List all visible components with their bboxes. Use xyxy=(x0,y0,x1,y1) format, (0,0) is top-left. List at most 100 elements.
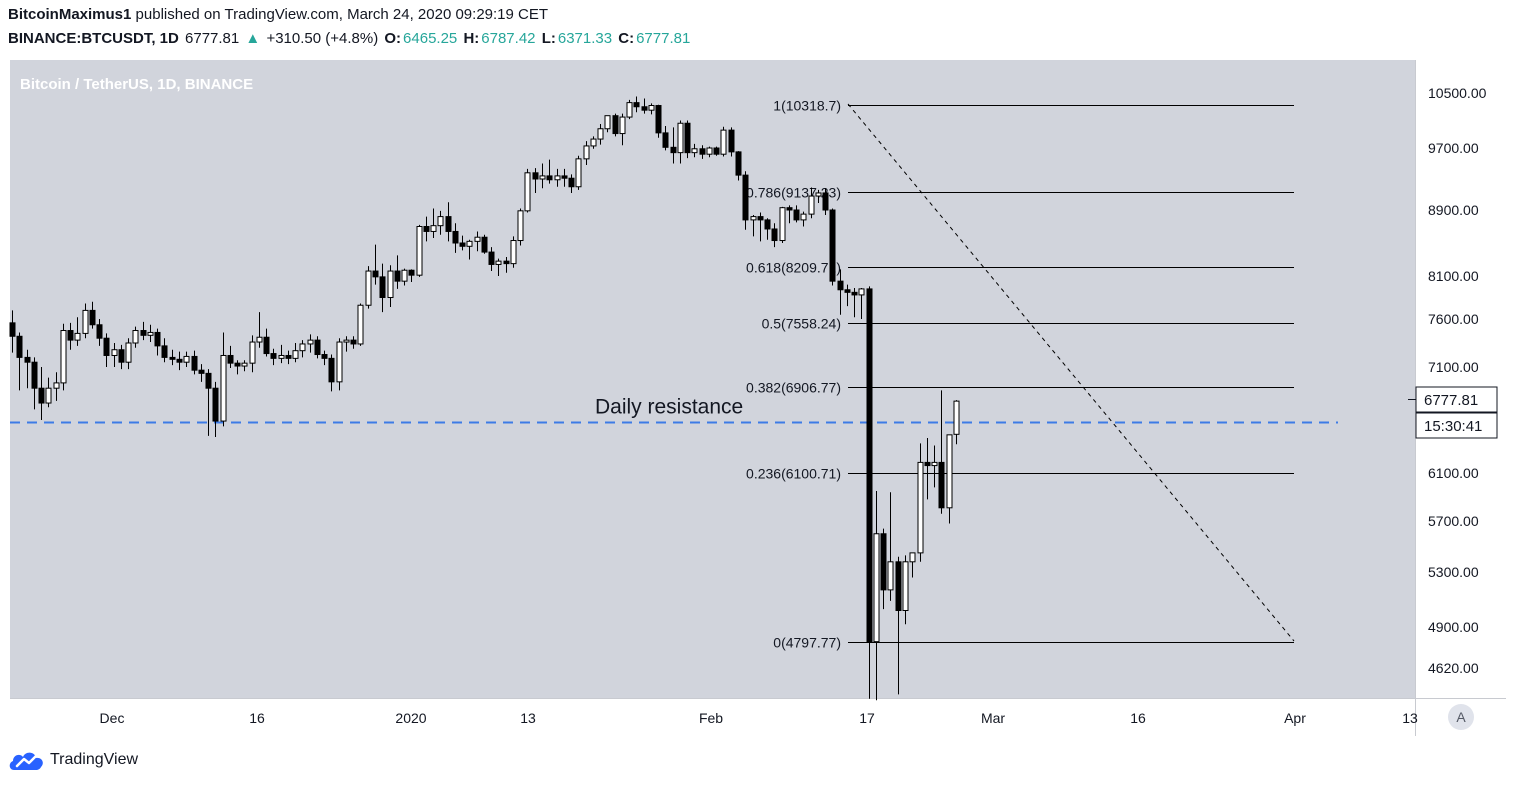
candle-up[interactable] xyxy=(902,555,909,625)
candle-down[interactable] xyxy=(314,336,321,359)
candle-up[interactable] xyxy=(873,491,880,701)
candle-down[interactable] xyxy=(408,269,415,283)
candle-down[interactable] xyxy=(263,328,270,357)
candle-up[interactable] xyxy=(909,552,916,578)
candle-down[interactable] xyxy=(394,255,401,289)
plot-area[interactable] xyxy=(10,60,1415,698)
candle-down[interactable] xyxy=(140,321,147,341)
candle-down[interactable] xyxy=(938,390,945,514)
candle-up[interactable] xyxy=(241,360,248,372)
candle-down[interactable] xyxy=(633,96,640,113)
candle-down[interactable] xyxy=(445,202,452,242)
candle-down[interactable] xyxy=(191,350,198,375)
candle-down[interactable] xyxy=(161,338,168,363)
candle-down[interactable] xyxy=(169,349,176,366)
candle-down[interactable] xyxy=(118,344,125,370)
candle-down[interactable] xyxy=(423,216,430,242)
candle-down[interactable] xyxy=(829,208,836,286)
candle-up[interactable] xyxy=(604,115,611,133)
candle-down[interactable] xyxy=(735,151,742,181)
candle-down[interactable] xyxy=(285,350,292,365)
candle-down[interactable] xyxy=(546,159,553,184)
candle-down[interactable] xyxy=(234,360,241,375)
candle-up[interactable] xyxy=(691,143,698,158)
candle-down[interactable] xyxy=(31,357,38,410)
time-axis[interactable] xyxy=(10,698,1506,736)
candle-down[interactable] xyxy=(662,126,669,151)
candle-down[interactable] xyxy=(452,223,459,253)
candle-down[interactable] xyxy=(728,127,735,157)
candle-down[interactable] xyxy=(89,301,96,329)
candle-down[interactable] xyxy=(198,364,205,382)
candle-down[interactable] xyxy=(103,333,110,367)
tradingview-logo[interactable]: TradingView xyxy=(8,748,138,772)
candle-down[interactable] xyxy=(699,145,706,159)
candle-up[interactable] xyxy=(437,210,444,235)
daily-resistance[interactable]: Daily resistance xyxy=(10,396,1338,424)
candle-down[interactable] xyxy=(321,350,328,366)
candle-down[interactable] xyxy=(684,120,691,159)
candle-up[interactable] xyxy=(706,146,713,158)
candle-up[interactable] xyxy=(125,338,132,370)
candle-down[interactable] xyxy=(96,319,103,346)
candle-up[interactable] xyxy=(220,332,227,427)
auto-scale-button[interactable]: A xyxy=(1448,704,1474,730)
candle-down[interactable] xyxy=(866,286,873,699)
candle-down[interactable] xyxy=(488,247,495,272)
candle-down[interactable] xyxy=(895,556,902,695)
candle-up[interactable] xyxy=(60,323,67,391)
candle-up[interactable] xyxy=(946,434,953,524)
candle-down[interactable] xyxy=(24,349,31,389)
candle-up[interactable] xyxy=(808,187,815,219)
author-name[interactable]: BitcoinMaximus1 xyxy=(8,6,132,23)
candle-down[interactable] xyxy=(561,168,568,187)
candle-down[interactable] xyxy=(328,354,335,392)
candle-up[interactable] xyxy=(953,400,960,445)
candle-up[interactable] xyxy=(256,312,263,348)
candle-up[interactable] xyxy=(336,338,343,391)
candle-down[interactable] xyxy=(532,168,539,193)
candle-up[interactable] xyxy=(278,344,285,364)
candle-down[interactable] xyxy=(793,205,800,223)
candle-down[interactable] xyxy=(503,257,510,273)
candle-up[interactable] xyxy=(147,324,154,343)
candle-up[interactable] xyxy=(474,231,481,252)
price-axis[interactable] xyxy=(1416,60,1506,698)
candle-up[interactable] xyxy=(365,266,372,309)
candle-down[interactable] xyxy=(924,438,931,500)
candle-up[interactable] xyxy=(74,317,81,346)
candle-down[interactable] xyxy=(880,528,887,610)
candle-up[interactable] xyxy=(53,372,60,401)
candle-down[interactable] xyxy=(786,205,793,224)
candle-down[interactable] xyxy=(837,269,844,315)
candle-down[interactable] xyxy=(641,98,648,114)
candle-down[interactable] xyxy=(670,127,677,164)
candle-up[interactable] xyxy=(554,168,561,187)
candle-up[interactable] xyxy=(82,303,89,339)
candle-down[interactable] xyxy=(67,322,74,350)
candle-up[interactable] xyxy=(510,236,517,268)
candle-down[interactable] xyxy=(350,336,357,349)
candle-down[interactable] xyxy=(38,367,45,420)
candle-down[interactable] xyxy=(459,235,466,251)
candle-up[interactable] xyxy=(619,113,626,146)
candle-down[interactable] xyxy=(16,332,23,391)
candle-down[interactable] xyxy=(9,310,16,353)
candle-down[interactable] xyxy=(713,146,720,156)
candle-down[interactable] xyxy=(822,188,829,215)
candle-down[interactable] xyxy=(205,369,212,436)
candle-up[interactable] xyxy=(750,214,757,237)
candle-up[interactable] xyxy=(931,445,938,488)
candle-down[interactable] xyxy=(771,223,778,248)
candle-up[interactable] xyxy=(779,206,786,243)
candle-up[interactable] xyxy=(677,120,684,164)
candle-up[interactable] xyxy=(430,208,437,239)
candle-up[interactable] xyxy=(357,303,364,346)
candle-up[interactable] xyxy=(917,443,924,562)
candle-down[interactable] xyxy=(227,345,234,369)
candle-down[interactable] xyxy=(372,244,379,285)
candle-up[interactable] xyxy=(299,340,306,358)
candle-down[interactable] xyxy=(655,104,662,138)
candle-up[interactable] xyxy=(111,343,118,367)
